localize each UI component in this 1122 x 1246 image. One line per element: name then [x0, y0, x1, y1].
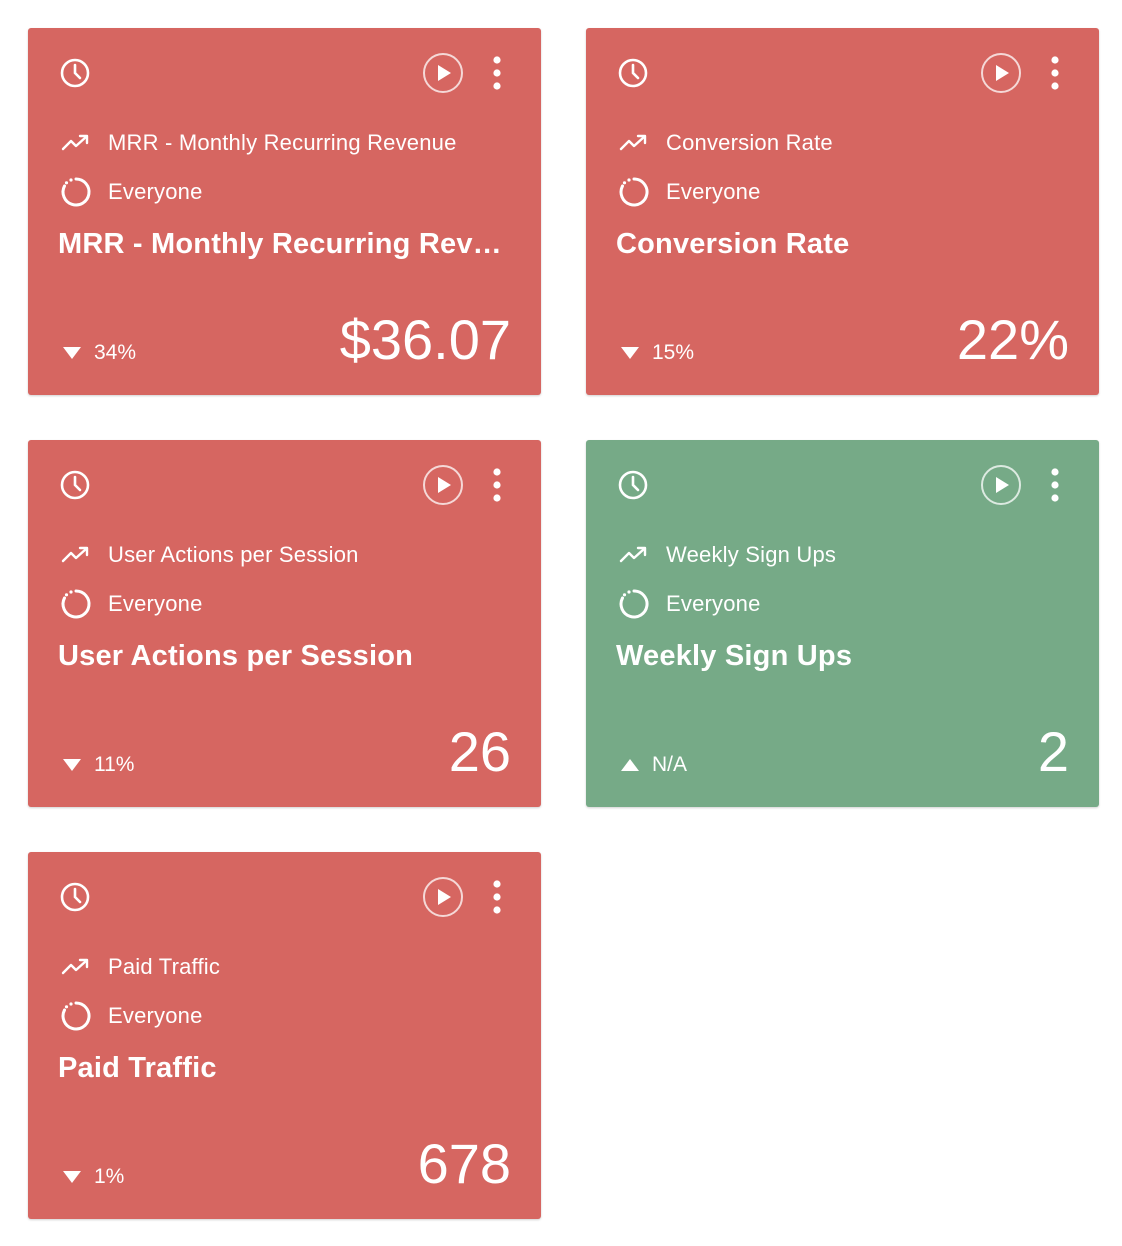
play-icon: [981, 53, 1021, 93]
more-options-button[interactable]: [484, 876, 510, 918]
segment-row: Everyone: [60, 1000, 203, 1032]
segment-label: Everyone: [108, 179, 203, 204]
segment-spinner-icon: [618, 588, 650, 620]
metric-row: Weekly Sign Ups: [618, 539, 836, 571]
metric-card[interactable]: MRR - Monthly Recurring Revenue Everyone…: [28, 28, 541, 395]
trend-up-icon: [60, 951, 92, 983]
segment-label: Everyone: [108, 591, 203, 616]
clock-icon[interactable]: [616, 468, 650, 502]
more-options-button[interactable]: [484, 52, 510, 94]
change-percent: 15%: [652, 341, 695, 364]
segment-spinner-icon: [60, 176, 92, 208]
card-title: Paid Traffic: [58, 1052, 217, 1084]
clock-icon[interactable]: [616, 56, 650, 90]
play-icon: [981, 465, 1021, 505]
metric-card[interactable]: Weekly Sign Ups Everyone Weekly Sign Ups…: [586, 440, 1099, 807]
play-icon: [423, 877, 463, 917]
segment-spinner-icon: [60, 1000, 92, 1032]
more-vertical-icon: [493, 468, 501, 502]
card-title: Weekly Sign Ups: [616, 640, 853, 672]
metric-label: User Actions per Session: [108, 542, 359, 567]
play-icon: [423, 53, 463, 93]
change-percent: 1%: [94, 1165, 125, 1188]
change-indicator: 1%: [62, 1165, 124, 1189]
metric-value: 26: [448, 720, 511, 783]
metric-card[interactable]: Conversion Rate Everyone Conversion Rate…: [586, 28, 1099, 395]
trend-up-icon: [618, 539, 650, 571]
change-percent: N/A: [652, 753, 688, 776]
change-indicator: 11%: [62, 753, 134, 777]
more-options-button[interactable]: [1042, 464, 1068, 506]
segment-row: Everyone: [618, 176, 761, 208]
segment-spinner-icon: [618, 176, 650, 208]
metric-row: User Actions per Session: [60, 539, 359, 571]
trend-up-icon: [60, 127, 92, 159]
metric-value: $36.07: [339, 308, 511, 371]
metric-label: Conversion Rate: [666, 130, 833, 155]
play-button[interactable]: [980, 52, 1022, 94]
play-button[interactable]: [422, 876, 464, 918]
arrow-down-icon: [620, 345, 640, 361]
play-button[interactable]: [980, 464, 1022, 506]
play-button[interactable]: [422, 464, 464, 506]
change-indicator: 15%: [620, 341, 694, 365]
more-vertical-icon: [1051, 56, 1059, 90]
change-indicator: 34%: [62, 341, 136, 365]
card-title: User Actions per Session: [58, 640, 414, 672]
trend-up-icon: [60, 539, 92, 571]
segment-label: Everyone: [108, 1003, 203, 1028]
clock-icon[interactable]: [58, 880, 92, 914]
clock-icon[interactable]: [58, 56, 92, 90]
trend-up-icon: [618, 127, 650, 159]
metric-value: 2: [1037, 720, 1069, 783]
metric-label: Weekly Sign Ups: [666, 542, 837, 567]
metric-value: 678: [417, 1132, 511, 1195]
card-title: MRR - Monthly Recurring Revenue: [58, 228, 508, 260]
change-indicator: N/A: [620, 753, 687, 777]
more-vertical-icon: [493, 880, 501, 914]
segment-row: Everyone: [60, 176, 203, 208]
more-options-button[interactable]: [1042, 52, 1068, 94]
metric-label: Paid Traffic: [108, 954, 221, 979]
arrow-up-icon: [620, 757, 640, 773]
arrow-down-icon: [62, 345, 82, 361]
segment-row: Everyone: [60, 588, 203, 620]
metric-row: MRR - Monthly Recurring Revenue: [60, 127, 457, 159]
card-title: Conversion Rate: [616, 228, 850, 260]
play-button[interactable]: [422, 52, 464, 94]
arrow-down-icon: [62, 757, 82, 773]
change-percent: 11%: [94, 753, 135, 776]
change-percent: 34%: [94, 341, 137, 364]
more-options-button[interactable]: [484, 464, 510, 506]
metric-row: Paid Traffic: [60, 951, 220, 983]
clock-icon[interactable]: [58, 468, 92, 502]
segment-spinner-icon: [60, 588, 92, 620]
metric-value: 22%: [956, 308, 1069, 371]
arrow-down-icon: [62, 1169, 82, 1185]
metric-label: MRR - Monthly Recurring Revenue: [108, 130, 457, 155]
segment-label: Everyone: [666, 179, 761, 204]
segment-row: Everyone: [618, 588, 761, 620]
segment-label: Everyone: [666, 591, 761, 616]
metric-row: Conversion Rate: [618, 127, 833, 159]
more-vertical-icon: [1051, 468, 1059, 502]
more-vertical-icon: [493, 56, 501, 90]
metric-card[interactable]: Paid Traffic Everyone Paid Traffic 1% 67…: [28, 852, 541, 1219]
play-icon: [423, 465, 463, 505]
metric-card[interactable]: User Actions per Session Everyone User A…: [28, 440, 541, 807]
